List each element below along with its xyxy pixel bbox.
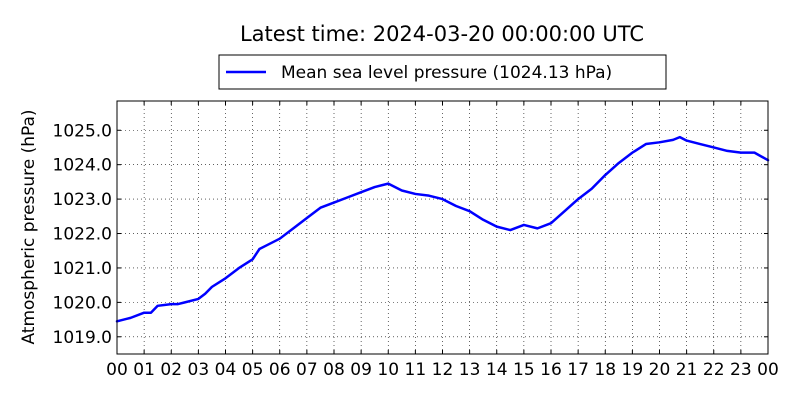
x-tick-label: 17 [567,360,589,380]
x-tick-label: 14 [486,360,508,380]
x-tick-label: 01 [133,360,155,380]
x-tick-label: 10 [377,360,399,380]
y-tick-label: 1022.0 [53,225,112,245]
legend: Mean sea level pressure (1024.13 hPa) [218,54,667,90]
x-tick-label: 20 [649,360,671,380]
ticks [116,101,769,354]
x-tick-label: 23 [730,360,752,380]
plot-area-frame [116,100,769,355]
x-tick-label: 04 [215,360,237,380]
legend-label: Mean sea level pressure (1024.13 hPa) [281,63,612,83]
x-tick-label: 00 [106,360,128,380]
x-tick-label: 08 [323,360,345,380]
x-tick-label: 12 [432,360,454,380]
y-tick-label: 1023.0 [53,190,112,210]
x-tick-label: 02 [160,360,182,380]
x-tick-label: 09 [350,360,372,380]
y-tick-label: 1025.0 [53,121,112,141]
chart-title: Latest time: 2024-03-20 00:00:00 UTC [240,22,644,46]
y-tick-label: 1019.0 [53,328,112,348]
x-tick-label: 22 [703,360,725,380]
grid [117,101,768,354]
y-tick-label: 1024.0 [53,156,112,176]
legend-box [218,54,667,90]
x-tick-label: 18 [594,360,616,380]
series-line-mean-sea-level-pressure [115,135,770,323]
x-tick-label: 21 [676,360,698,380]
x-axis-tick-labels: 00 01 02 03 04 05 06 07 08 09 10 11 12 13 14 15 16 17 18 19… [106,360,779,380]
x-tick-label: 07 [296,360,318,380]
x-tick-label: 11 [405,360,427,380]
x-tick-label: 15 [513,360,535,380]
series-group [115,135,770,323]
x-tick-label: 13 [459,360,481,380]
x-tick-label: 19 [622,360,644,380]
x-tick-label: 06 [269,360,291,380]
x-tick-label: 00 [757,360,779,380]
y-axis-label: Atmospheric pressure (hPa) [19,109,39,344]
y-tick-label: 1020.0 [53,293,112,313]
x-tick-label: 16 [540,360,562,380]
x-tick-label: 05 [242,360,264,380]
y-tick-label: 1021.0 [53,259,112,279]
x-tick-label: 03 [188,360,210,380]
y-axis-tick-labels: 1019.0 1020.0 1021.0 1022.0 1023.0 1024.0 1025… [53,121,112,348]
